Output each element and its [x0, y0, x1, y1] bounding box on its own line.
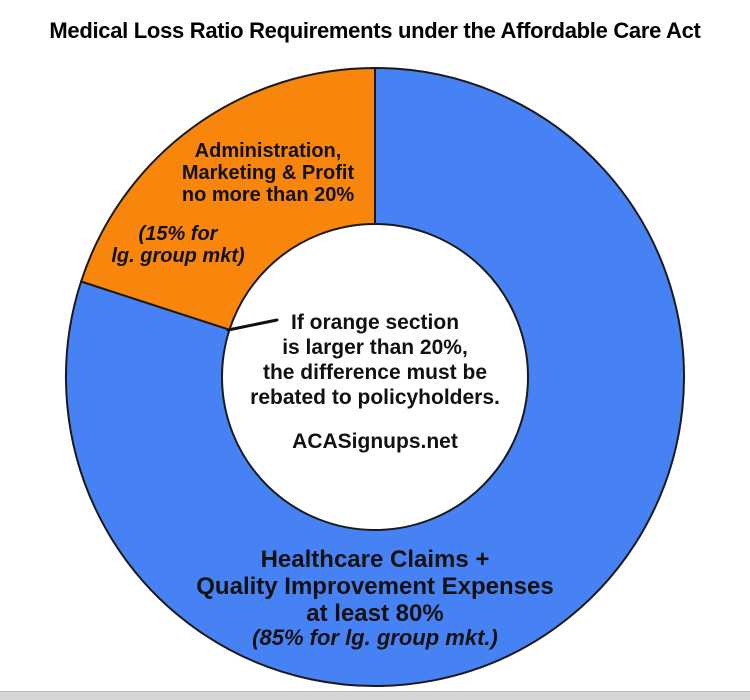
orange-slice-large-group-note: (15% for lg. group mkt)	[111, 223, 245, 267]
watermark-acasignups: ACASignups.net	[292, 430, 458, 453]
bottom-window-edge-bar	[0, 691, 750, 700]
chart-title: Medical Loss Ratio Requirements under th…	[49, 18, 701, 43]
rebate-annotation: If orange section is larger than 20%, th…	[250, 311, 500, 409]
orange-slice-label: Administration, Marketing & Profit no mo…	[181, 140, 355, 206]
blue-slice-large-group-note: (85% for lg. group mkt.)	[252, 625, 498, 650]
annotation-pointer-line	[226, 318, 279, 332]
blue-slice-label: Healthcare Claims + Quality Improvement …	[196, 546, 554, 627]
donut-hole	[221, 223, 529, 531]
